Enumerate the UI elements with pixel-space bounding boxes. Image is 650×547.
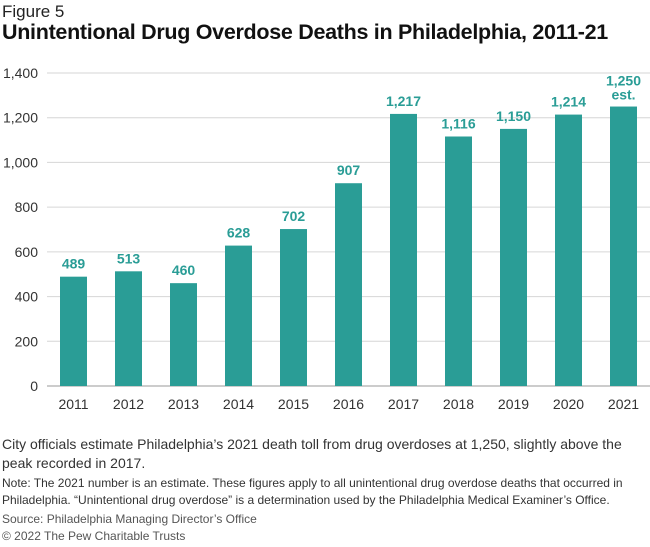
data-label: 489 — [62, 256, 86, 272]
bar-chart: 0 200 400 600 800 1,000 1,200 1,400 2011 489 2012 5… — [3, 65, 650, 412]
figure-label: Figure 5 — [2, 2, 65, 21]
y-tick-label: 400 — [15, 289, 39, 305]
bar-2014 — [225, 245, 252, 386]
estimate-annotation: est. — [611, 87, 635, 103]
y-tick-label: 200 — [15, 333, 39, 349]
x-tick-label: 2021 — [608, 396, 639, 412]
bar-2015 — [280, 229, 307, 386]
x-tick-label: 2015 — [278, 396, 309, 412]
x-tick-label: 2014 — [223, 396, 254, 412]
copyright: © 2022 The Pew Charitable Trusts — [2, 529, 186, 543]
data-label: 907 — [337, 162, 361, 178]
y-tick-label: 600 — [15, 244, 39, 260]
chart-footer: City officials estimate Philadelphia’s 2… — [2, 435, 648, 545]
data-label: 1,214 — [551, 94, 586, 110]
x-tick-label: 2020 — [553, 396, 584, 412]
bar-2017 — [390, 113, 417, 386]
caption: City officials estimate Philadelphia’s 2… — [2, 436, 622, 471]
data-label: 628 — [227, 225, 251, 241]
y-tick-label: 1,200 — [3, 110, 38, 126]
bar-2018 — [445, 136, 472, 386]
source: Source: Philadelphia Managing Director’s… — [2, 512, 257, 526]
chart-title: Unintentional Drug Overdose Deaths in Ph… — [2, 20, 608, 44]
data-label: 1,250 — [606, 73, 641, 89]
y-tick-label: 0 — [30, 378, 38, 394]
x-tick-label: 2017 — [388, 396, 419, 412]
bar-2019 — [500, 128, 527, 386]
y-tick-label: 1,000 — [3, 154, 38, 170]
x-tick-label: 2012 — [113, 396, 144, 412]
y-tick-label: 800 — [15, 199, 39, 215]
bar-2021 — [610, 106, 637, 387]
x-tick-label: 2013 — [168, 396, 199, 412]
bar-2013 — [170, 283, 197, 386]
data-label: 1,217 — [386, 93, 421, 109]
y-tick-label: 1,400 — [3, 65, 38, 81]
x-tick-label: 2018 — [443, 396, 474, 412]
x-tick-label: 2011 — [58, 396, 88, 412]
data-label: 460 — [172, 262, 196, 278]
note: Note: The 2021 number is an estimate. Th… — [2, 476, 623, 507]
bar-2020 — [555, 114, 582, 386]
data-label: 1,150 — [496, 108, 531, 124]
data-label: 513 — [117, 250, 141, 266]
data-label: 1,116 — [441, 115, 475, 131]
x-tick-label: 2016 — [333, 396, 364, 412]
bar-2012 — [115, 271, 142, 386]
bar-2016 — [335, 183, 362, 386]
bar-2011 — [60, 276, 87, 386]
data-label: 702 — [282, 208, 306, 224]
x-tick-label: 2019 — [498, 396, 529, 412]
